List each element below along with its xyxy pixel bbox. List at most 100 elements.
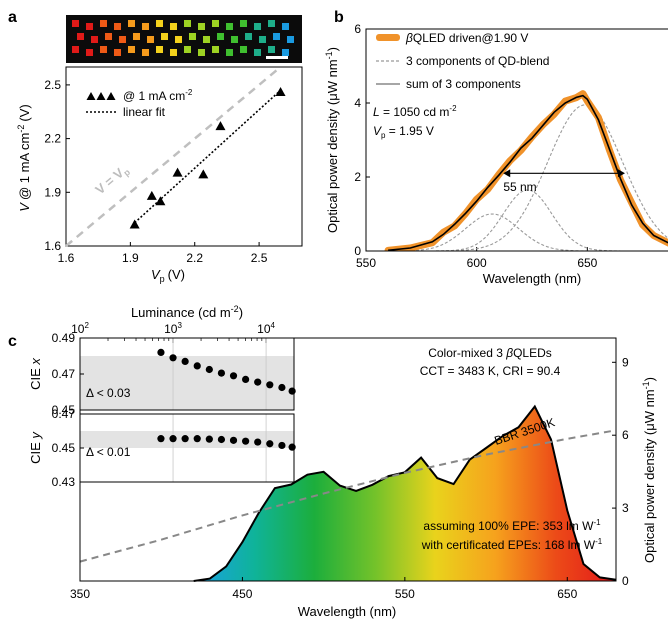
cie-y-data-point bbox=[181, 435, 189, 443]
led-pixel bbox=[77, 33, 84, 40]
legend-label-scatter: @ 1 mA cm-2 bbox=[123, 88, 193, 103]
led-pixel bbox=[86, 49, 93, 56]
x-tick-label: 550 bbox=[395, 587, 415, 601]
led-pixel bbox=[254, 23, 261, 30]
led-pixel bbox=[147, 36, 154, 43]
cie-x-delta-label: Δ < 0.03 bbox=[86, 386, 131, 400]
cie-y-data-point bbox=[193, 435, 201, 443]
data-point-triangle bbox=[275, 87, 286, 97]
panel-label-a: a bbox=[8, 9, 17, 26]
sum-of-components-line bbox=[388, 94, 668, 251]
cie-y-data-point bbox=[288, 443, 296, 451]
fwhm-arrow-head-right bbox=[617, 169, 625, 178]
led-pixel bbox=[259, 36, 266, 43]
panel-b-axes-frame bbox=[365, 28, 668, 252]
y-tick-label: 0 bbox=[354, 244, 361, 258]
y-tick-label: 2 bbox=[354, 170, 361, 184]
cie-x-axis-label: CIE x bbox=[28, 358, 43, 390]
vp-annotation: Vp = 1.95 V bbox=[373, 124, 434, 140]
x-tick-label: 650 bbox=[577, 256, 597, 270]
right-y-tick-label: 0 bbox=[622, 574, 629, 588]
cie-x-y-tick-label: 0.45 bbox=[52, 403, 76, 417]
inset-top-xlabel: Luminance (cd m-2) bbox=[131, 304, 243, 320]
x-tick-label: 2.2 bbox=[186, 251, 203, 265]
led-pixel bbox=[231, 36, 238, 43]
cie-x-data-point bbox=[169, 354, 177, 362]
cie-x-y-tick-label: 0.47 bbox=[52, 367, 76, 381]
epe-annotation-line1: assuming 100% EPE: 353 lm W-1 bbox=[423, 518, 601, 533]
x-tick-label: 550 bbox=[356, 256, 376, 270]
cie-x-data-point bbox=[193, 362, 201, 370]
cie-x-frame bbox=[79, 337, 295, 411]
cie-x-data-point bbox=[242, 375, 250, 383]
gaussian-component bbox=[366, 213, 668, 251]
led-pixel bbox=[198, 49, 205, 56]
cie-y-data-point bbox=[205, 435, 213, 443]
fwhm-arrow bbox=[503, 169, 625, 178]
legend-label-fit: linear fit bbox=[123, 105, 166, 119]
cie-y-y-tick-label: 0.45 bbox=[52, 441, 76, 455]
led-pixel bbox=[175, 36, 182, 43]
v-equals-vp-label: V = Vp bbox=[92, 161, 132, 199]
legend-triangle-marker bbox=[86, 92, 116, 100]
led-pixel bbox=[245, 33, 252, 40]
cie-x-data-point bbox=[288, 387, 296, 395]
fwhm-label: 55 nm bbox=[503, 180, 536, 194]
x-tick-label: 1.6 bbox=[58, 251, 75, 265]
cie-y-y-tick-label: 0.47 bbox=[52, 407, 76, 421]
gaussian-component bbox=[366, 189, 668, 251]
data-point-triangle bbox=[215, 121, 226, 131]
led-pixel bbox=[161, 33, 168, 40]
panel-b-chart: 5506006507000246 55 nm βQLED driven@1.90… bbox=[324, 22, 668, 286]
led-pixel bbox=[226, 23, 233, 30]
led-pixel bbox=[212, 20, 219, 27]
cie-x-data-point bbox=[217, 369, 226, 377]
data-point-triangle bbox=[146, 190, 157, 200]
x-tick-label: 2.5 bbox=[251, 251, 268, 265]
right-y-tick-label: 3 bbox=[622, 501, 629, 515]
led-pixel bbox=[142, 49, 149, 56]
y-tick-label: 4 bbox=[354, 96, 361, 110]
panel-c-ylabel-right: Optical power density (μW nm-1) bbox=[641, 377, 657, 563]
panel-a-chart: 1.6 1.9 2.2 2.5 1.6 1.9 2.2 2.5 V = Vp @ 1 mA c… bbox=[16, 66, 303, 284]
panel-label-c: c bbox=[8, 333, 17, 350]
led-pixel bbox=[128, 20, 135, 27]
y-tick-label: 1.9 bbox=[44, 185, 61, 199]
cie-y-data-point bbox=[242, 437, 250, 445]
panel-label-b: b bbox=[334, 9, 344, 26]
led-pixel bbox=[156, 20, 163, 27]
led-pixel bbox=[119, 36, 126, 43]
chart-title-line2: CCT = 3483 K, CRI = 90.4 bbox=[420, 364, 561, 378]
data-point-triangle bbox=[172, 167, 183, 177]
led-pixel bbox=[184, 46, 191, 53]
legend-label-components: 3 components of QD-blend bbox=[406, 54, 549, 68]
led-array-image bbox=[66, 15, 302, 63]
led-pixel bbox=[217, 33, 224, 40]
cie-x-data-point bbox=[205, 365, 213, 374]
cie-y-frame bbox=[79, 413, 295, 483]
cie-y-delta-label: Δ < 0.01 bbox=[86, 445, 131, 459]
led-pixel bbox=[105, 33, 112, 40]
v-equals-vp-guide-line bbox=[65, 66, 282, 247]
cie-x-data-point bbox=[266, 381, 274, 389]
led-pixel bbox=[287, 36, 294, 43]
cie-y-y-tick-label: 0.43 bbox=[52, 475, 76, 489]
luminance-tick-label: 104 bbox=[257, 321, 275, 336]
data-point-triangle bbox=[198, 169, 209, 179]
led-pixel bbox=[72, 46, 79, 53]
cie-y-data-point bbox=[254, 438, 262, 446]
led-pixel bbox=[133, 33, 140, 40]
led-pixel bbox=[114, 49, 121, 56]
luminance-tick-label: 103 bbox=[164, 321, 182, 336]
cie-y-axis-label: CIE y bbox=[28, 431, 43, 464]
fwhm-arrow-head-left bbox=[503, 169, 511, 178]
data-point-triangle bbox=[155, 196, 166, 206]
chart-title-line1: Color-mixed 3 βQLEDs bbox=[428, 346, 552, 360]
led-pixel bbox=[212, 46, 219, 53]
led-pixel bbox=[240, 46, 247, 53]
x-tick-label: 350 bbox=[70, 587, 90, 601]
x-tick-label: 1.9 bbox=[122, 251, 139, 265]
